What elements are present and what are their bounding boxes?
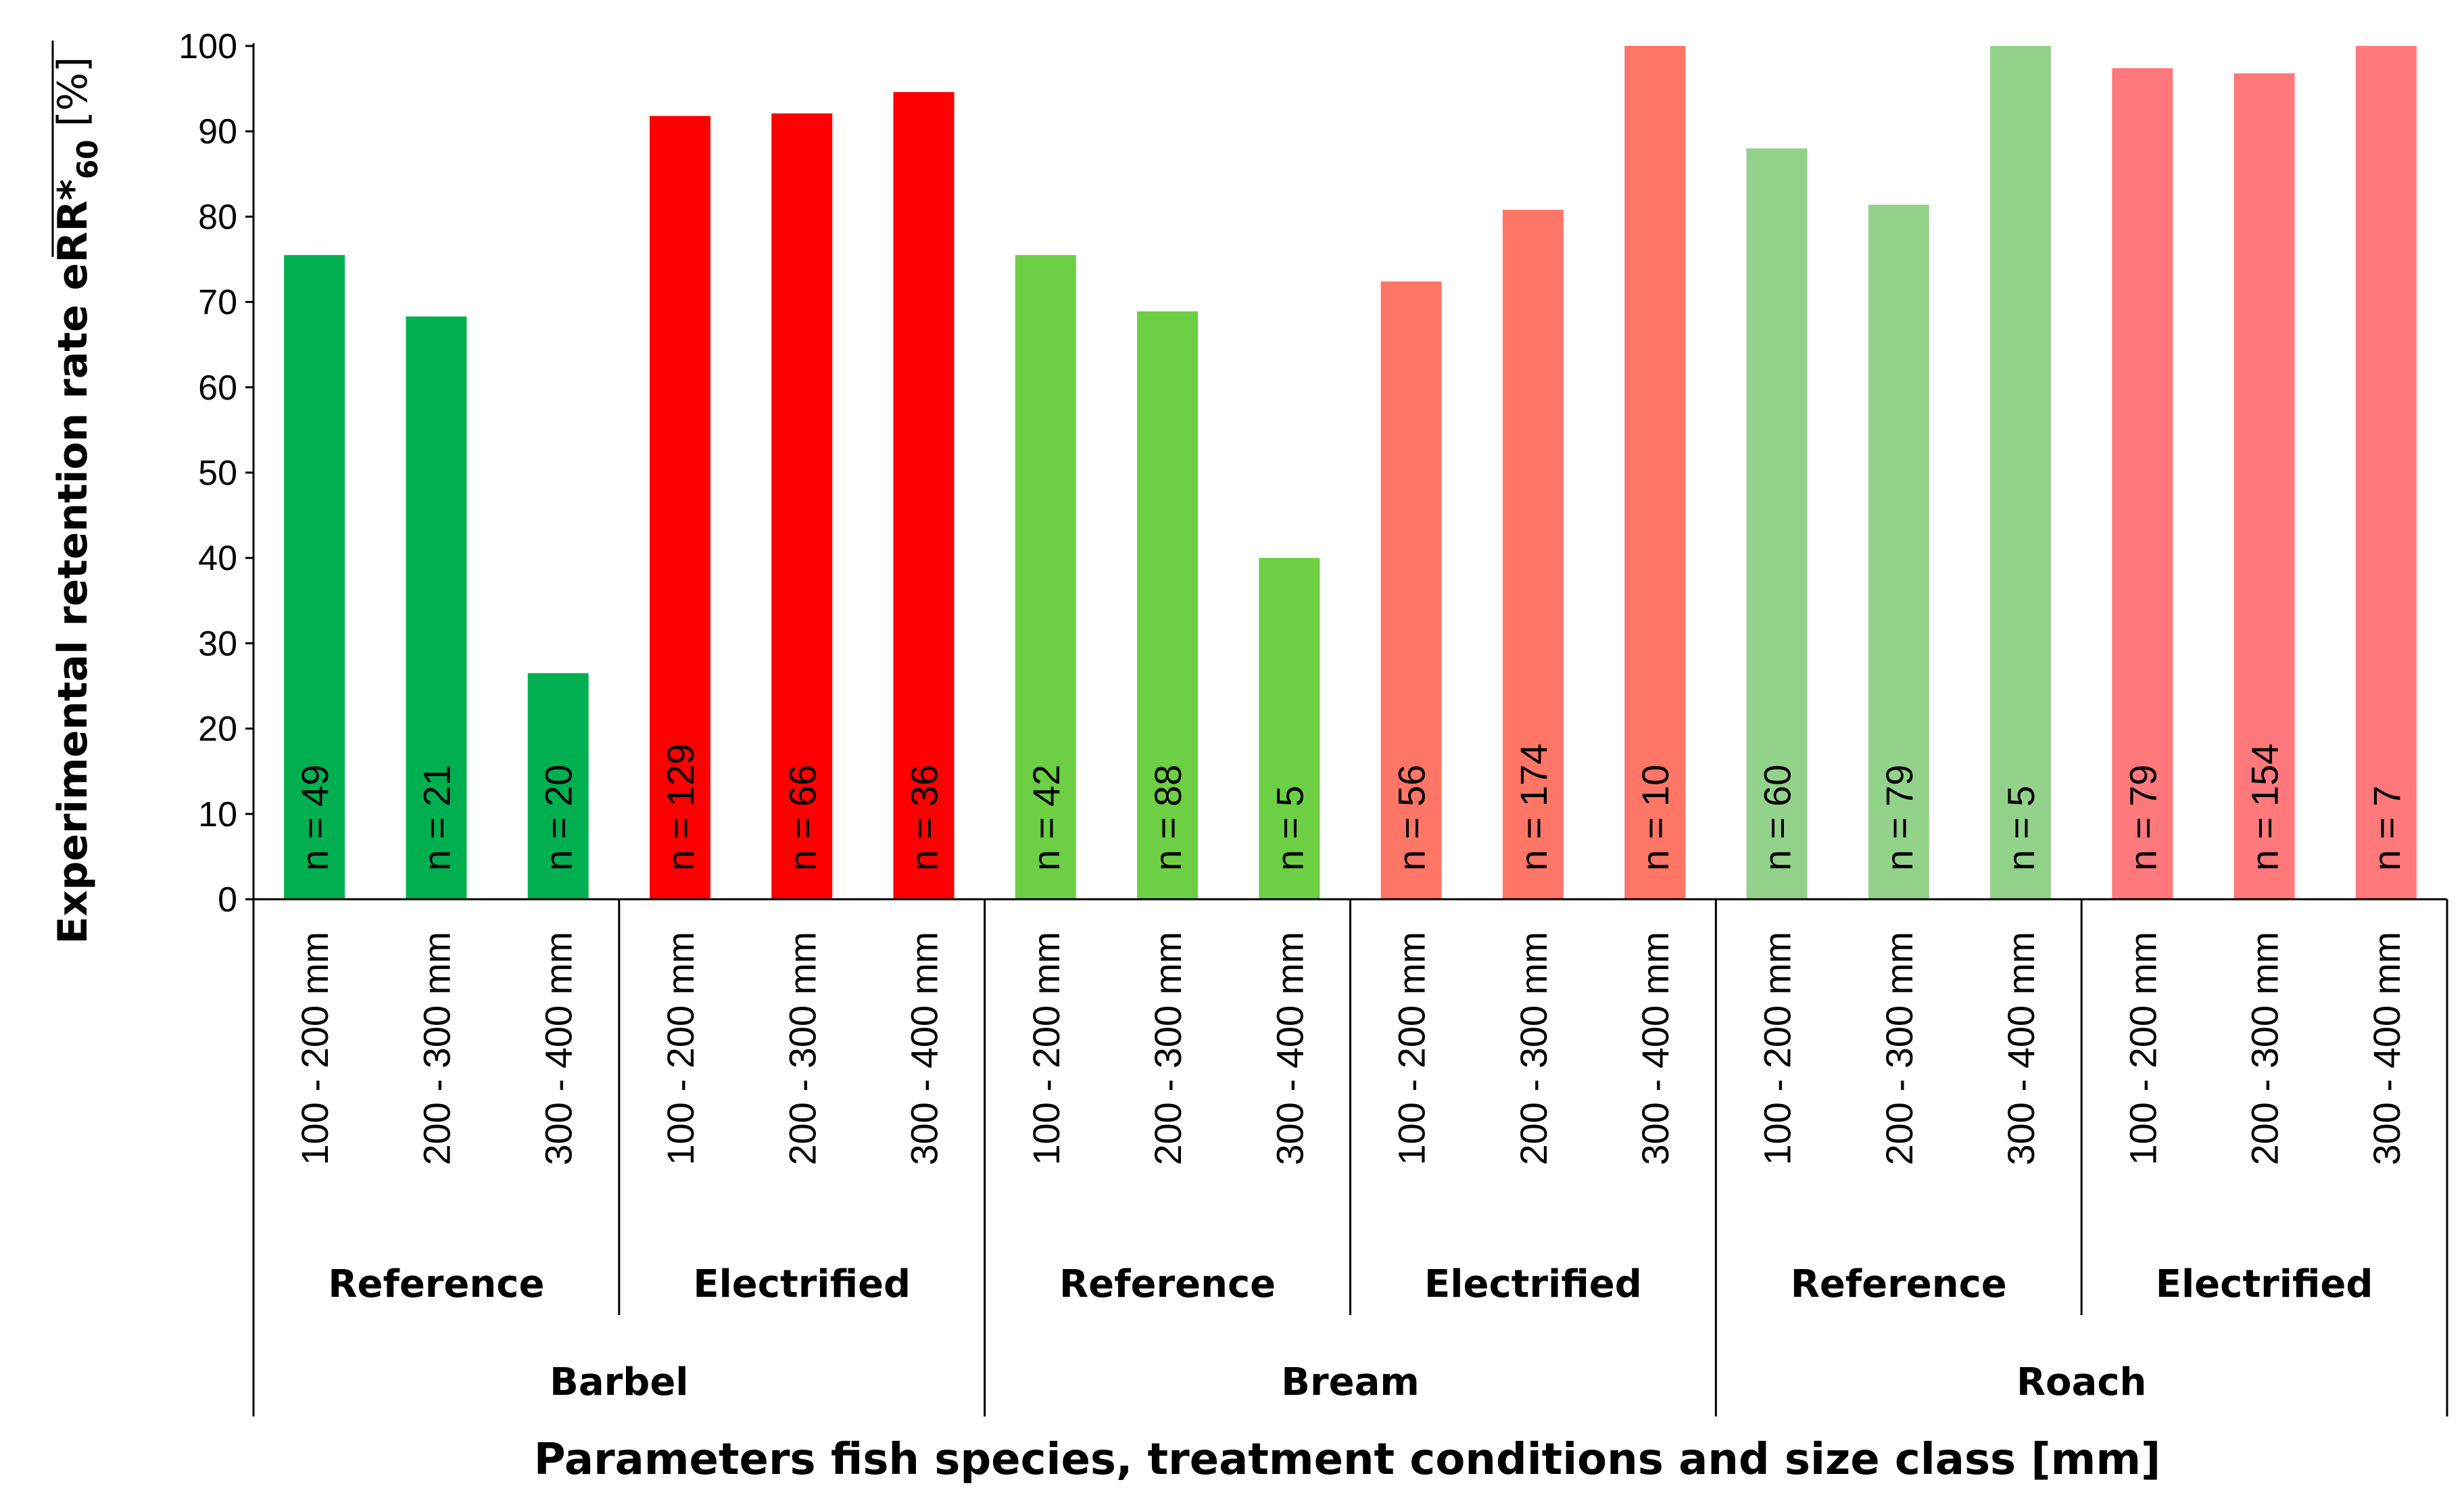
y-tick-label: 40 — [198, 539, 237, 578]
bar-sample-size-label: n = 60 — [1756, 765, 1798, 871]
x-category-label: 100 - 200 mm — [293, 932, 336, 1166]
bar-sample-size-label: n = 49 — [293, 765, 336, 871]
x-axis-title: Parameters fish species, treatment condi… — [534, 1435, 2161, 1485]
y-axis-title-subscript: 60 — [71, 140, 104, 179]
bar-sample-size-label: n = 79 — [1878, 765, 1921, 871]
x-category-label: 200 - 300 mm — [1512, 932, 1555, 1166]
x-category-label: 300 - 400 mm — [537, 932, 580, 1166]
y-tick-label: 0 — [218, 880, 237, 920]
y-axis-title-main: Experimental retention rate eRR* — [49, 179, 97, 944]
species-label: Barbel — [550, 1360, 688, 1404]
bar-sample-size-label: n = 174 — [1512, 744, 1555, 871]
bars — [284, 46, 2417, 900]
y-axis-title-unit: [%] — [49, 57, 97, 140]
bar-sample-size-label: n = 5 — [1268, 786, 1311, 871]
x-category-label: 300 - 400 mm — [2000, 932, 2042, 1166]
bar-sample-size-label: n = 154 — [2244, 744, 2286, 871]
bar — [1868, 204, 1929, 900]
species-labels: Barbel Bream Roach — [550, 1360, 2146, 1404]
bar — [1259, 558, 1320, 899]
x-category-label: 100 - 200 mm — [1025, 932, 1067, 1166]
bar — [893, 92, 955, 900]
bar — [771, 113, 833, 899]
bar — [2355, 46, 2417, 899]
x-category-label: 200 - 300 mm — [1146, 932, 1189, 1166]
x-category-label: 200 - 300 mm — [1878, 932, 1921, 1166]
bar-sample-size-label: n = 88 — [1146, 765, 1189, 871]
y-tick-label: 20 — [198, 710, 237, 749]
bar — [1380, 281, 1442, 899]
y-tick-label: 60 — [198, 368, 237, 408]
sample-size-labels: n = 49 n = 21 n = 20 n = 129 n = 66 n = 36 n =… — [293, 744, 2408, 871]
x-category-label: 200 - 300 mm — [415, 932, 458, 1166]
bar-sample-size-label: n = 66 — [781, 765, 823, 871]
x-category-label: 300 - 400 mm — [1268, 932, 1311, 1166]
x-category-label: 300 - 400 mm — [1634, 932, 1676, 1166]
treatment-label: Electrified — [2156, 1262, 2373, 1306]
bar-sample-size-label: n = 21 — [415, 765, 458, 871]
bar-sample-size-label: n = 36 — [903, 765, 946, 871]
bar — [527, 673, 589, 899]
bar — [1990, 46, 2052, 899]
species-label: Bream — [1281, 1360, 1419, 1404]
x-category-label: 300 - 400 mm — [2365, 932, 2408, 1166]
group-separators — [252, 899, 2448, 1416]
bar-sample-size-label: n = 129 — [659, 744, 702, 871]
x-category-labels: 100 - 200 mm 200 - 300 mm 300 - 400 mm 100 … — [293, 932, 2408, 1166]
bar — [649, 116, 710, 899]
bar — [1502, 210, 1564, 900]
x-category-label: 200 - 300 mm — [2244, 932, 2286, 1166]
y-tick-label: 50 — [198, 454, 237, 493]
bar-sample-size-label: n = 5 — [2000, 786, 2042, 871]
treatment-labels: Reference Electrified Reference Electrified… — [328, 1262, 2373, 1306]
x-category-label: 100 - 200 mm — [659, 932, 702, 1166]
treatment-label: Electrified — [693, 1262, 911, 1306]
treatment-label: Electrified — [1424, 1262, 1642, 1306]
treatment-label: Reference — [1791, 1262, 2007, 1306]
treatment-label: Reference — [328, 1262, 544, 1306]
x-category-label: 100 - 200 mm — [1391, 932, 1433, 1166]
y-tick-label: 80 — [198, 197, 237, 237]
treatment-label: Reference — [1059, 1262, 1276, 1306]
bar — [1746, 148, 1808, 900]
x-category-label: 200 - 300 mm — [781, 932, 823, 1166]
bar — [406, 316, 467, 900]
bar-sample-size-label: n = 10 — [1634, 765, 1676, 871]
x-category-label: 300 - 400 mm — [903, 932, 946, 1166]
bar-sample-size-label: n = 42 — [1025, 765, 1067, 871]
species-label: Roach — [2016, 1360, 2146, 1404]
x-category-label: 100 - 200 mm — [2121, 932, 2164, 1166]
bar-sample-size-label: n = 56 — [1391, 765, 1433, 871]
y-axis-ticks: 0 10 20 30 40 50 60 70 80 90 100 — [178, 27, 253, 920]
y-axis-title: Experimental retention rate eRR*60 [%] — [49, 57, 104, 945]
bar-sample-size-label: n = 79 — [2121, 765, 2164, 871]
y-tick-label: 90 — [198, 112, 237, 151]
y-tick-label: 100 — [178, 27, 237, 66]
bar — [2112, 68, 2173, 899]
bar — [1624, 46, 1686, 899]
bar-sample-size-label: n = 7 — [2365, 786, 2408, 871]
bar — [284, 255, 345, 899]
x-category-label: 100 - 200 mm — [1756, 932, 1798, 1166]
bar-sample-size-label: n = 20 — [537, 765, 580, 871]
bar — [1015, 255, 1076, 899]
y-tick-label: 70 — [198, 283, 237, 323]
y-tick-label: 10 — [198, 795, 237, 834]
bar — [2233, 73, 2295, 899]
bar — [1137, 311, 1199, 899]
y-axis-title-group: Experimental retention rate eRR*60 [%] — [49, 41, 104, 944]
y-tick-label: 30 — [198, 624, 237, 663]
